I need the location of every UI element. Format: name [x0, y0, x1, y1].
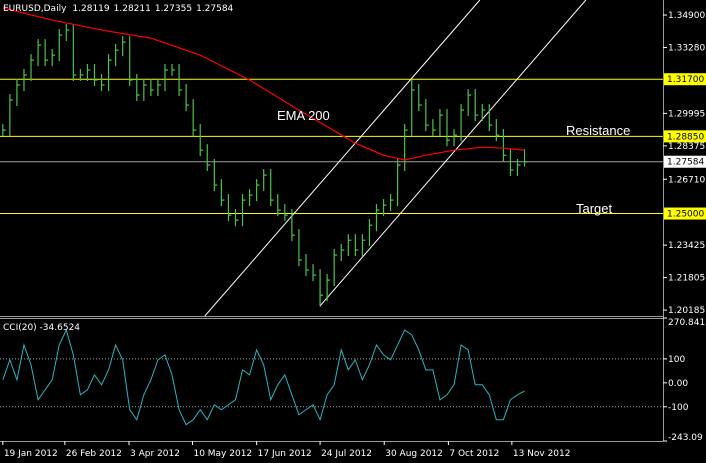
y-tick-label: 1.20185	[668, 306, 705, 316]
y-tick-label: 1.29995	[668, 109, 705, 119]
high-value: 1.28211	[114, 4, 151, 14]
y-tick-label: 1.23425	[668, 241, 705, 251]
x-tick-label: 3 Apr 2012	[130, 449, 180, 459]
trend-line	[204, 0, 481, 316]
x-tick-label: 13 Nov 2012	[513, 449, 571, 459]
x-tick-label: 17 Jun 2012	[258, 449, 312, 459]
level-label: 1.31700	[667, 75, 704, 85]
indicator-title: CCI(20) -34.6524	[3, 323, 80, 333]
price-panel	[0, 0, 663, 316]
y-tick-label: 1.33280	[668, 44, 705, 54]
trend-line	[319, 0, 587, 307]
level-label: 1.25000	[667, 210, 704, 220]
cci-line	[2, 328, 525, 426]
low-value: 1.27355	[155, 4, 192, 14]
chart-header: EURUSD,Daily 1.28119 1.28211 1.27355 1.27584	[3, 4, 234, 14]
x-tick-label: 24 Jul 2012	[321, 449, 372, 459]
y-tick-label: 100	[668, 355, 685, 365]
ema-line	[2, 7, 525, 161]
x-tick-label: 19 Jan 2012	[4, 449, 58, 459]
y-tick-label: 1.28375	[668, 142, 705, 152]
annotation: Target	[576, 201, 613, 216]
current-price-box	[664, 155, 706, 168]
cci-panel	[0, 328, 663, 426]
x-tick-label: 10 May 2012	[193, 449, 252, 459]
y-tick-label: 270.8412	[668, 318, 706, 328]
current-price-label: 1.27584	[667, 158, 704, 168]
x-tick-label: 26 Feb 2012	[66, 449, 122, 459]
level-label-box	[664, 73, 706, 86]
level-label: 1.28850	[667, 132, 704, 142]
y-tick-label: -100	[668, 403, 689, 413]
y-tick-label: 1.21805	[668, 274, 705, 284]
annotation: Resistance	[566, 123, 630, 138]
level-label-box	[664, 207, 706, 220]
ema-label: EMA 200	[277, 108, 330, 123]
x-tick-label: 30 Aug 2012	[385, 449, 443, 459]
y-tick-label: -243.09	[668, 433, 703, 443]
y-tick-label: 1.26710	[668, 175, 705, 185]
open-value: 1.28119	[72, 4, 109, 14]
level-label-box	[664, 130, 706, 143]
symbol: EURUSD,Daily	[3, 4, 67, 14]
close-value: 1.27584	[196, 4, 233, 14]
x-tick-label: 7 Oct 2012	[449, 449, 499, 459]
y-tick-label: 1.34900	[668, 11, 705, 21]
axes: 1.34900 1.33280 1.29995 1.28375 1.26710 1.234…	[2, 11, 706, 459]
y-tick-label: 0.00	[668, 379, 688, 389]
